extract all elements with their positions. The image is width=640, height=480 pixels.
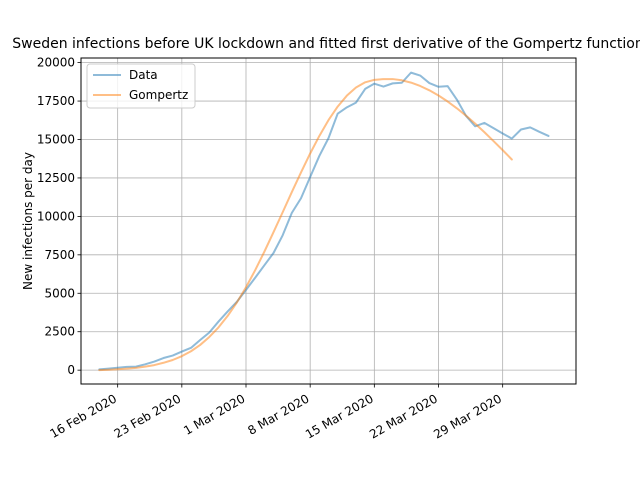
x-tick-label: 15 Mar 2020: [303, 391, 376, 441]
y-tick-label: 15000: [37, 133, 75, 147]
plot-frame: [80, 57, 577, 385]
x-tick-label: 23 Feb 2020: [112, 391, 184, 440]
y-tick-label: 2500: [44, 325, 75, 339]
y-tick-label: 12500: [37, 171, 75, 185]
gridlines: [81, 58, 576, 384]
y-tick-label: 5000: [44, 286, 75, 300]
y-axis-label: New infections per day: [21, 152, 35, 290]
chart-title: Sweden infections before UK lockdown and…: [12, 36, 640, 52]
y-tick-label: 0: [67, 363, 75, 377]
series-line-gompertz: [98, 78, 513, 372]
y-tick-label: 17500: [37, 94, 75, 108]
x-tick-label: 22 Mar 2020: [367, 391, 440, 441]
series-line-data: [98, 71, 550, 371]
y-tick-label: 20000: [37, 56, 75, 70]
y-tick-label: 10000: [37, 209, 75, 223]
x-tick-label: 29 Mar 2020: [431, 391, 504, 441]
legend: Data Gompertz: [86, 63, 196, 109]
x-tick-label: 8 Mar 2020: [245, 391, 311, 437]
series-lines: [98, 71, 550, 372]
legend-label-data: Data: [129, 68, 158, 82]
x-tick-label: 16 Feb 2020: [47, 391, 119, 440]
y-tick-label: 7500: [44, 248, 75, 262]
legend-label-gompertz: Gompertz: [129, 88, 188, 102]
x-tick-label: 1 Mar 2020: [181, 391, 247, 437]
